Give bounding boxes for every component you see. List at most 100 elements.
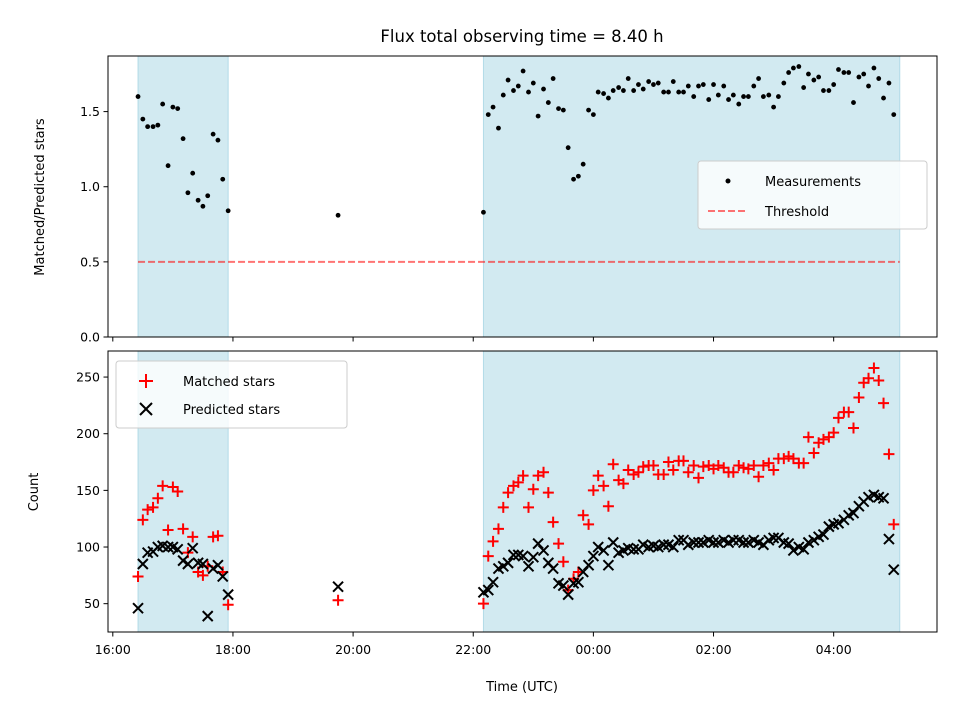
data-point: [767, 532, 780, 544]
data-point: [602, 559, 615, 571]
data-point: [748, 459, 760, 471]
data-point: [692, 536, 705, 549]
data-point: [225, 208, 231, 214]
data-point: [826, 88, 832, 93]
data-point: [530, 80, 536, 86]
data-point: [577, 509, 589, 521]
data-point: [205, 193, 211, 199]
shaded-interval-1: [482, 350, 901, 633]
data-point: [132, 570, 144, 582]
data-point: [601, 91, 606, 96]
data-point: [535, 113, 541, 119]
data-point: [482, 584, 494, 596]
data-point: [171, 543, 184, 555]
data-point: [565, 145, 571, 151]
x-tick-label: 04:00: [816, 642, 852, 657]
ratio-legend: Measurements Threshold: [697, 160, 928, 230]
data-point: [627, 543, 640, 555]
data-point: [220, 176, 226, 182]
data-point: [778, 453, 790, 465]
y-tick-label: 150: [76, 483, 100, 498]
y-tick-label: 50: [84, 596, 100, 611]
data-point: [670, 79, 676, 84]
data-point: [798, 457, 810, 469]
data-point: [512, 476, 524, 488]
data-point: [646, 79, 652, 84]
data-point: [571, 176, 576, 182]
data-point: [541, 86, 546, 92]
data-point: [496, 125, 501, 131]
legend-label-threshold: Threshold: [764, 205, 829, 220]
chart-title: Flux total observing time = 8.40 h: [380, 27, 663, 46]
data-point: [135, 94, 141, 99]
data-point: [797, 543, 810, 555]
data-point: [557, 579, 570, 592]
data-point: [828, 427, 840, 439]
data-point: [575, 173, 581, 179]
data-point: [502, 557, 514, 569]
data-point: [172, 486, 184, 497]
data-point: [145, 124, 151, 130]
data-point: [687, 536, 700, 549]
data-point: [700, 82, 706, 87]
x-tick-label: 18:00: [215, 642, 251, 657]
data-point: [335, 212, 341, 218]
data-point: [520, 68, 526, 74]
data-point: [730, 92, 736, 98]
data-point: [197, 558, 209, 570]
data-point: [545, 100, 551, 105]
data-point: [547, 562, 559, 575]
data-point: [781, 80, 787, 86]
y-tick-label: 100: [76, 540, 100, 555]
data-point: [691, 94, 697, 99]
data-point: [806, 71, 811, 77]
data-point: [132, 602, 144, 614]
data-point: [871, 65, 877, 71]
data-point: [487, 576, 499, 588]
data-point: [817, 528, 830, 541]
data-point: [485, 112, 491, 118]
data-point: [846, 70, 852, 75]
data-point: [210, 131, 216, 137]
data-point: [625, 76, 631, 81]
series-0: [135, 64, 897, 218]
data-point: [712, 459, 724, 471]
data-point: [657, 539, 670, 551]
data-point: [768, 464, 780, 476]
ratio-panel-ylabel: Matched/Predicted stars: [33, 118, 48, 276]
data-point: [776, 94, 781, 99]
data-point: [707, 536, 720, 549]
series-0: [132, 362, 900, 611]
data-point: [863, 372, 875, 384]
data-point: [523, 501, 535, 513]
ratio-panel: 0.0 0.5 1.0 1.5: [80, 55, 938, 345]
data-point: [562, 588, 574, 601]
data-point: [162, 524, 174, 536]
data-point: [542, 487, 554, 499]
data-point: [681, 89, 686, 95]
data-point: [492, 523, 504, 535]
data-point: [587, 484, 599, 496]
data-point: [726, 97, 731, 102]
data-point: [190, 170, 196, 176]
data-point: [737, 536, 750, 549]
data-point: [888, 518, 900, 530]
data-point: [150, 124, 156, 130]
data-point: [537, 544, 550, 557]
data-point: [222, 588, 234, 601]
data-point: [771, 104, 777, 110]
count-panel-ylabel: Count: [27, 473, 42, 512]
data-point: [182, 558, 194, 570]
data-point: [481, 209, 486, 215]
data-point: [782, 537, 795, 550]
data-point: [152, 492, 164, 504]
data-point: [847, 422, 859, 434]
legend-label-predicted: Predicted stars: [183, 403, 280, 418]
data-point: [856, 74, 862, 80]
data-point: [572, 576, 585, 588]
y-tick-label: 0.5: [80, 254, 100, 269]
data-point: [861, 71, 867, 77]
data-point: [610, 88, 616, 93]
data-point: [685, 83, 691, 89]
data-point: [170, 104, 176, 110]
